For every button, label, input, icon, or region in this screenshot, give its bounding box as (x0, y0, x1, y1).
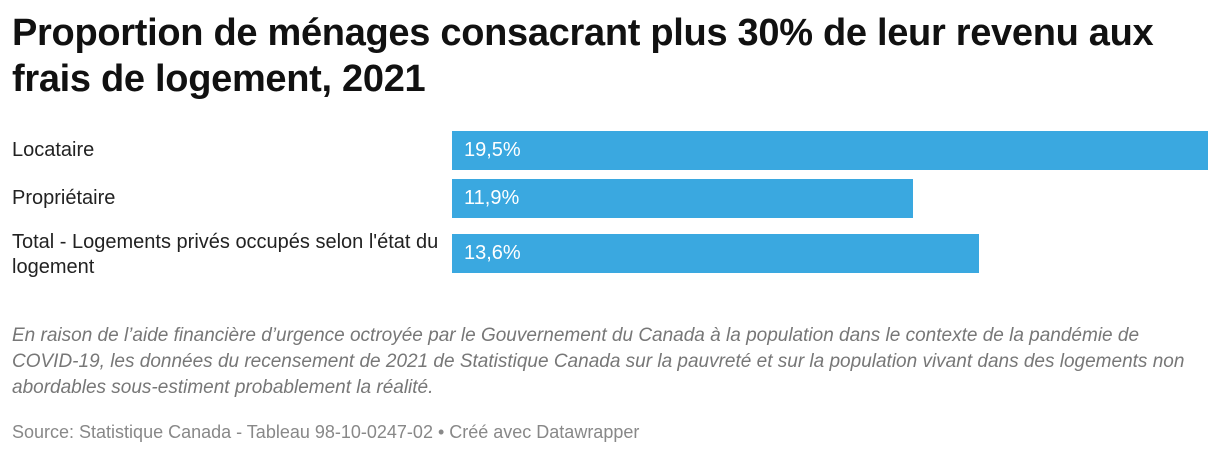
bar: 13,6% (452, 234, 979, 273)
source-credit: Source: Statistique Canada - Tableau 98-… (12, 422, 640, 442)
bar: 19,5% (452, 131, 1208, 170)
chart-title: Proportion de ménages consacrant plus 30… (12, 12, 1154, 100)
bar: 11,9% (452, 179, 913, 218)
bar-value-label: 13,6% (464, 242, 521, 264)
bar-value-label: 19,5% (464, 139, 521, 161)
bar-value-label: 11,9% (464, 187, 520, 209)
category-label: Locataire (12, 139, 95, 161)
chart-note: En raison de l’aide financière d’urgence… (12, 325, 1185, 398)
category-label: Total - Logements privés occupés selon l… (12, 231, 439, 278)
category-label: Propriétaire (12, 187, 116, 209)
